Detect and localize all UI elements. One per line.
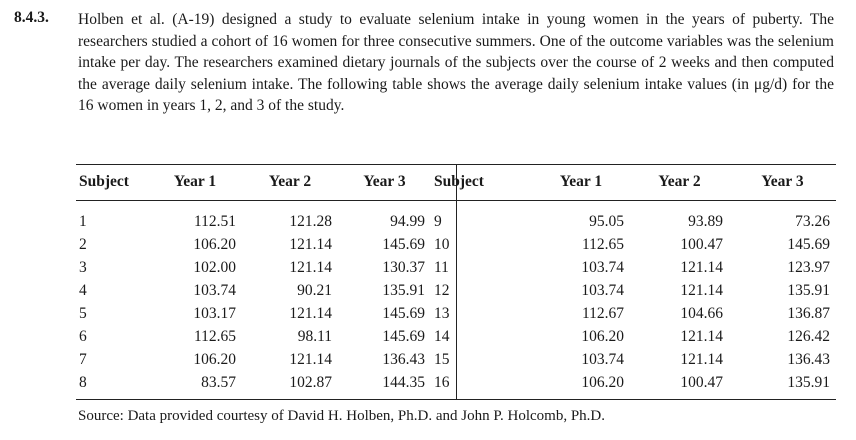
column-header: Subject (434, 173, 484, 190)
intake-value-cell: 121.14 (680, 281, 723, 299)
intake-value-cell: 136.87 (787, 304, 830, 322)
table-header-row: Subject Year 1 Year 2 Year 3 Subject Year 1 Ye… (76, 164, 836, 200)
intake-value-cell: 73.26 (795, 212, 830, 230)
intake-value-cell: 121.14 (680, 350, 723, 368)
intake-value-cell: 135.91 (382, 281, 425, 299)
intake-value-cell: 121.14 (289, 235, 332, 253)
intake-value-cell: 112.65 (193, 327, 236, 345)
intake-value-cell: 112.67 (581, 304, 624, 322)
intake-value-cell: 135.91 (787, 373, 830, 391)
intake-value-cell: 121.28 (289, 212, 332, 230)
intake-value-cell: 106.20 (581, 327, 624, 345)
subject-cell: 5 (79, 304, 87, 322)
column-header: Year 2 (268, 173, 312, 190)
intake-value-cell: 121.14 (289, 304, 332, 322)
intake-value-cell: 121.14 (680, 327, 723, 345)
column-header: Year 2 (658, 173, 701, 190)
table-row: 1 112.51 121.28 94.99 9 95.05 93.89 73.26 (76, 200, 836, 233)
intake-value-cell: 145.69 (382, 235, 425, 253)
intake-value-cell: 126.42 (787, 327, 830, 345)
table-row: 6 112.65 98.11 145.69 14 106.20 121.14 126.42 (76, 325, 836, 348)
intake-value-cell: 103.17 (193, 304, 236, 322)
exercise-prompt: Holben et al. (A-19) designed a study to… (78, 11, 834, 114)
intake-value-cell: 123.97 (787, 258, 830, 276)
subject-cell: 8 (79, 373, 87, 391)
subject-cell: 13 (434, 304, 450, 322)
column-header: Subject (79, 173, 129, 190)
subject-cell: 7 (79, 350, 87, 368)
source-note: Source: Data provided courtesy of David … (78, 408, 606, 424)
table-column-divider (456, 164, 457, 399)
table-row: 4 103.74 90.21 135.91 12 103.74 121.14 135.91 (76, 279, 836, 302)
subject-cell: 6 (79, 327, 87, 345)
intake-value-cell: 106.20 (193, 350, 236, 368)
intake-value-cell: 130.37 (382, 258, 425, 276)
intake-value-cell: 135.91 (787, 281, 830, 299)
table-bottom-rule (76, 399, 836, 400)
table-row: 5 103.17 121.14 145.69 13 112.67 104.66 136.87 (76, 302, 836, 325)
intake-value-cell: 94.99 (390, 212, 425, 230)
subject-cell: 14 (434, 327, 450, 345)
intake-value-cell: 145.69 (382, 327, 425, 345)
intake-value-cell: 145.69 (787, 235, 830, 253)
intake-value-cell: 121.14 (289, 258, 332, 276)
intake-value-cell: 112.51 (193, 212, 236, 230)
subject-cell: 15 (434, 350, 450, 368)
intake-value-cell: 100.47 (680, 373, 723, 391)
subject-cell: 10 (434, 235, 450, 253)
subject-cell: 2 (79, 235, 87, 253)
table-body: 1 112.51 121.28 94.99 9 95.05 93.89 73.26 2 106.2… (76, 200, 836, 394)
intake-value-cell: 103.74 (193, 281, 236, 299)
column-header: Year 3 (363, 173, 406, 190)
subject-cell: 3 (79, 258, 87, 276)
table-row: 2 106.20 121.14 145.69 10 112.65 100.47 145.69 (76, 233, 836, 256)
table-row: 3 102.00 121.14 130.37 11 103.74 121.14 123.97 (76, 256, 836, 279)
intake-value-cell: 103.74 (581, 350, 624, 368)
intake-value-cell: 100.47 (680, 235, 723, 253)
intake-value-cell: 136.43 (787, 350, 830, 368)
intake-value-cell: 104.66 (680, 304, 723, 322)
subject-cell: 1 (79, 212, 87, 230)
intake-value-cell: 112.65 (581, 235, 624, 253)
intake-value-cell: 106.20 (581, 373, 624, 391)
intake-value-cell: 98.11 (297, 327, 332, 345)
column-header: Year 1 (559, 173, 603, 190)
column-header: Year 1 (173, 173, 217, 190)
selenium-intake-table: Subject Year 1 Year 2 Year 3 Subject Year 1 Ye… (76, 164, 836, 394)
subject-cell: 12 (434, 281, 450, 299)
subject-cell: 9 (434, 212, 442, 230)
intake-value-cell: 121.14 (289, 350, 332, 368)
intake-value-cell: 90.21 (297, 281, 332, 299)
subject-cell: 4 (79, 281, 87, 299)
table-row: 7 106.20 121.14 136.43 15 103.74 121.14 136.43 (76, 348, 836, 371)
intake-value-cell: 121.14 (680, 258, 723, 276)
intake-value-cell: 102.87 (289, 373, 332, 391)
intake-value-cell: 144.35 (382, 373, 425, 391)
subject-cell: 16 (434, 373, 450, 391)
exercise-number: 8.4.3. (14, 9, 49, 26)
intake-value-cell: 83.57 (201, 373, 236, 391)
column-header: Year 3 (761, 173, 804, 190)
intake-value-cell: 103.74 (581, 281, 624, 299)
table-row: 8 83.57 102.87 144.35 16 106.20 100.47 135.91 (76, 371, 836, 394)
intake-value-cell: 103.74 (581, 258, 624, 276)
intake-value-cell: 145.69 (382, 304, 425, 322)
subject-cell: 11 (434, 258, 449, 276)
intake-value-cell: 102.00 (193, 258, 236, 276)
intake-value-cell: 93.89 (688, 212, 723, 230)
intake-value-cell: 95.05 (589, 212, 624, 230)
intake-value-cell: 136.43 (382, 350, 425, 368)
intake-value-cell: 106.20 (193, 235, 236, 253)
